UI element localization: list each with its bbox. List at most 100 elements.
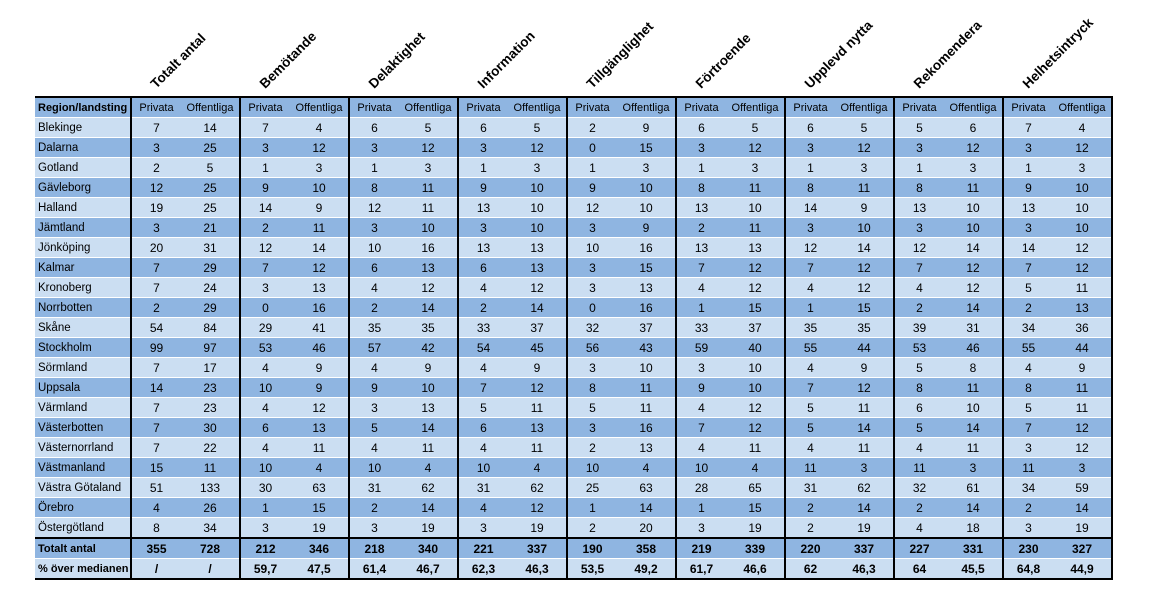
table-cell: 22 (181, 437, 240, 458)
table-row: Västerbotten 7 30 6 13 5 14 6 13 3 16 7 12 5 14 5 14 7 12 (35, 417, 1113, 438)
table-cell: 3 (239, 137, 290, 158)
table-cell: 3 (239, 517, 290, 538)
table-cell: 10 (726, 377, 785, 398)
table-cell: 6 (675, 117, 726, 138)
table-cell: 12 (835, 277, 894, 298)
table-cell: 3 (566, 277, 617, 298)
table-cell: 1 (675, 157, 726, 178)
table-cell: 13 (508, 237, 567, 258)
table-cell: 15 (726, 297, 785, 318)
table-cell: / (181, 558, 240, 579)
table-cell: 7 (457, 377, 508, 398)
table-cell: 3 (566, 217, 617, 238)
table-cell: 14 (1053, 497, 1113, 518)
table-cell: 14 (944, 297, 1003, 318)
table-cell: 1 (784, 157, 835, 178)
table-cell: 5 (893, 417, 944, 438)
table-cell: 11 (726, 437, 785, 458)
table-cell: 16 (290, 297, 349, 318)
table-cell: 7 (130, 257, 181, 278)
table-cell: 14 (835, 237, 894, 258)
table-cell: 2 (457, 297, 508, 318)
table-cell: 2 (239, 217, 290, 238)
table-cell: 2 (784, 517, 835, 538)
table-cell: 43 (617, 337, 676, 358)
table-cell: 337 (835, 537, 894, 559)
table-cell: 15 (617, 257, 676, 278)
table-cell: 5 (348, 417, 399, 438)
table-cell: 3 (944, 457, 1003, 478)
table-cell: 12 (290, 397, 349, 418)
table-cell: 53 (893, 337, 944, 358)
table-cell: 339 (726, 537, 785, 559)
table-cell: 4 (1053, 117, 1113, 138)
table-cell: 4 (290, 457, 349, 478)
table-cell: 12 (726, 417, 785, 438)
table-cell: 9 (617, 117, 676, 138)
table-cell: 8 (348, 177, 399, 198)
table-cell: 7 (675, 417, 726, 438)
table-cell: 37 (508, 317, 567, 338)
subheader-offentliga: Offentliga (835, 96, 894, 118)
table-cell: 1 (675, 297, 726, 318)
table-cell: 3 (1053, 457, 1113, 478)
table-row: Norrbotten 2 29 0 16 2 14 2 14 0 16 1 15 1 15 2 14 2 13 (35, 297, 1113, 318)
table-cell: 3 (1002, 217, 1053, 238)
table-cell: 12 (130, 177, 181, 198)
table-cell: 2 (1002, 297, 1053, 318)
table-cell: 12 (944, 137, 1003, 158)
table-cell: 4 (457, 357, 508, 378)
table-cell: 55 (1002, 337, 1053, 358)
table-cell: 8 (944, 357, 1003, 378)
table-cell: 9 (457, 177, 508, 198)
table-cell: 11 (290, 217, 349, 238)
table-cell: 62 (784, 558, 835, 579)
table-cell: 10 (399, 217, 458, 238)
table-cell: 42 (399, 337, 458, 358)
table-cell: 3 (457, 217, 508, 238)
table-cell: 13 (1002, 197, 1053, 218)
table-cell: 13 (399, 397, 458, 418)
table-cell: 45 (508, 337, 567, 358)
table-cell: 62 (835, 477, 894, 498)
table-cell: 14 (399, 297, 458, 318)
table-row: % över medianen //59,7 47,5 61,4 46,7 62,3 46,… (35, 558, 1113, 579)
table-cell: 12 (508, 377, 567, 398)
group-header-label: Totalt antal (147, 30, 209, 92)
table-row: Dalarna 3 25 3 12 3 12 3 12 0 15 3 12 3 12 3 12 3 12 (35, 137, 1113, 158)
table-cell: 14 (784, 197, 835, 218)
table-cell: 3 (675, 357, 726, 378)
table-cell: 11 (290, 437, 349, 458)
table-cell: 1 (239, 497, 290, 518)
table-cell: 6 (239, 417, 290, 438)
table-cell: 6 (944, 117, 1003, 138)
table-cell: 11 (617, 397, 676, 418)
table-cell: 11 (726, 217, 785, 238)
table-cell: 12 (944, 257, 1003, 278)
table-cell: 19 (726, 517, 785, 538)
table-cell: 7 (130, 397, 181, 418)
table-cell: 46 (944, 337, 1003, 358)
group-header-label: Bemötande (256, 28, 320, 92)
table-cell: 13 (508, 257, 567, 278)
table-cell: 5 (566, 397, 617, 418)
table-cell: 13 (617, 437, 676, 458)
table-cell: 11 (1053, 277, 1113, 298)
group-header-label: Rekomendera (910, 17, 985, 92)
table-cell: 10 (239, 377, 290, 398)
table-cell: 9 (566, 177, 617, 198)
table-cell: 11 (617, 377, 676, 398)
table-cell: 3 (348, 137, 399, 158)
table-cell: 14 (181, 117, 240, 138)
table-cell: 4 (399, 457, 458, 478)
table-cell: 4 (239, 437, 290, 458)
table-cell: 11 (1053, 377, 1113, 398)
table-cell: 14 (944, 237, 1003, 258)
table-cell: 9 (290, 357, 349, 378)
table-cell: 10 (835, 217, 894, 238)
table-cell: 355 (130, 537, 181, 559)
table-cell: 3 (1002, 137, 1053, 158)
table-cell: 190 (566, 537, 617, 559)
table-cell: 4 (457, 277, 508, 298)
table-cell: 14 (130, 377, 181, 398)
